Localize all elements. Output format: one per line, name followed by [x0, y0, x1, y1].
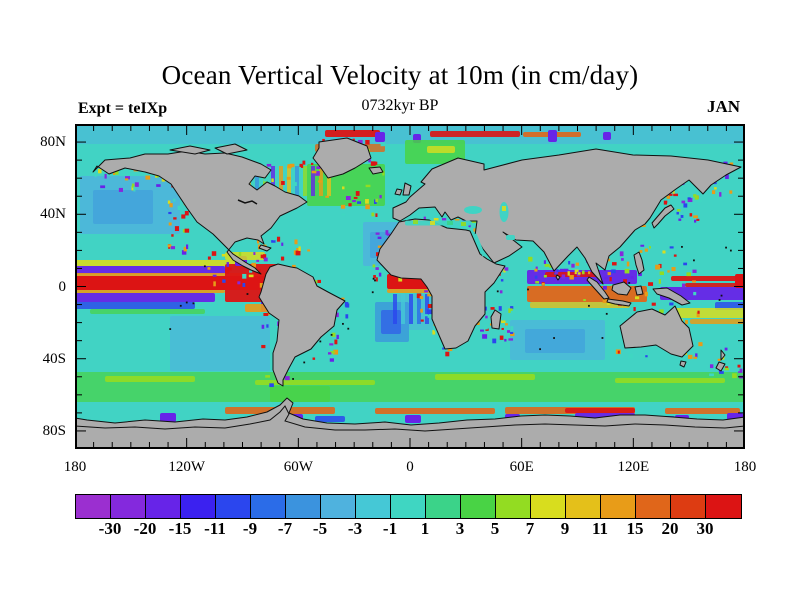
colorbar-segment — [321, 495, 356, 518]
x-axis-label: 180 — [63, 459, 87, 475]
colorbar-tick-label: 20 — [661, 519, 679, 538]
x-axis-label: 60E — [509, 459, 534, 475]
colorbar-tick-label: -5 — [312, 519, 328, 538]
colorbar-segment — [566, 495, 601, 518]
colorbar-tick-label: 30 — [696, 519, 714, 538]
x-axis-label: 180 — [733, 459, 757, 475]
colorbar — [75, 494, 742, 519]
colorbar-segment — [76, 495, 111, 518]
colorbar-segment — [111, 495, 146, 518]
colorbar-segment — [671, 495, 706, 518]
colorbar-tick-label: 1 — [420, 519, 430, 538]
colorbar-segment — [601, 495, 636, 518]
colorbar-tick-label: -9 — [242, 519, 258, 538]
colorbar-tick-label: 15 — [626, 519, 644, 538]
colorbar-tick-label: 5 — [490, 519, 500, 538]
colorbar-tick-label: -1 — [382, 519, 398, 538]
colorbar-tick-label: -20 — [133, 519, 157, 538]
colorbar-segment — [461, 495, 496, 518]
y-axis-label: 40S — [42, 350, 66, 367]
colorbar-tick-label: 3 — [455, 519, 465, 538]
x-axis-label: 60W — [283, 459, 313, 475]
ocean-velocity-map — [75, 124, 745, 449]
colorbar-tick-label: -7 — [277, 519, 293, 538]
colorbar-tick-label: -11 — [204, 519, 226, 538]
colorbar-segment — [636, 495, 671, 518]
colorbar-tick-label: -15 — [168, 519, 192, 538]
colorbar-tick-label: 7 — [525, 519, 535, 538]
y-axis-label: 80S — [42, 422, 66, 439]
colorbar-segment — [426, 495, 461, 518]
colorbar-segment — [286, 495, 321, 518]
colorbar-tick-label: 9 — [560, 519, 570, 538]
y-axis-label: 40N — [40, 206, 66, 223]
colorbar-tick-label: -3 — [347, 519, 363, 538]
colorbar-segment — [251, 495, 286, 518]
figure-title: Ocean Vertical Velocity at 10m (in cm/da… — [161, 60, 639, 90]
month-label: JAN — [706, 97, 740, 116]
colorbar-segment — [181, 495, 216, 518]
colorbar-segment — [391, 495, 426, 518]
colorbar-segment — [146, 495, 181, 518]
figure-subtitle: 0732kyr BP — [361, 97, 439, 114]
colorbar-segment — [706, 495, 741, 518]
world-map-plot — [75, 124, 745, 449]
colorbar-segment — [356, 495, 391, 518]
x-axis-label: 0 — [406, 459, 414, 475]
y-axis-label: 80N — [40, 134, 66, 151]
x-axis-label: 120E — [617, 459, 650, 475]
x-axis-label: 120W — [168, 459, 205, 475]
colorbar-tick-label: -30 — [98, 519, 122, 538]
colorbar-segment — [216, 495, 251, 518]
experiment-label: Expt = teIXp — [78, 100, 168, 117]
y-axis-label: 0 — [58, 278, 67, 295]
colorbar-segment — [496, 495, 531, 518]
colorbar-segment — [531, 495, 566, 518]
colorbar-tick-label: 11 — [591, 519, 609, 538]
